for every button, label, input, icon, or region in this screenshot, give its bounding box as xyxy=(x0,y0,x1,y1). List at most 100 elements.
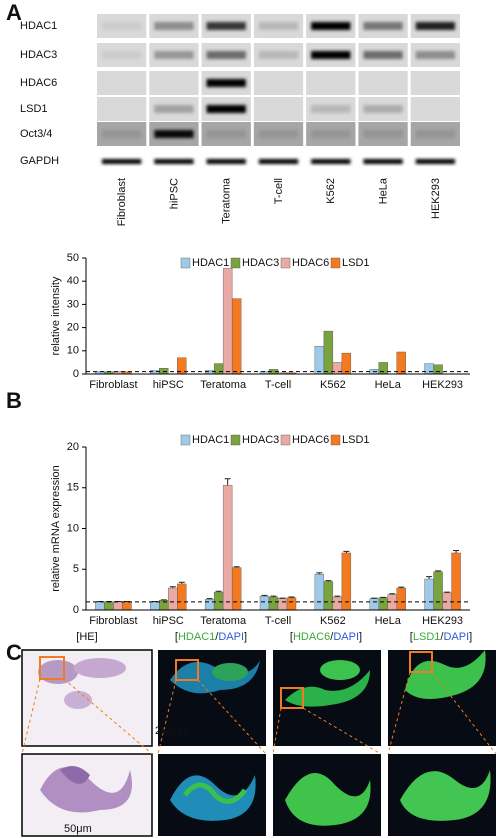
bar xyxy=(177,583,187,611)
blot-band xyxy=(415,51,455,59)
blot-row-label: GAPDH xyxy=(20,155,59,167)
title-part: / xyxy=(440,631,444,643)
bar xyxy=(396,587,406,611)
x-tick-label: T-cell xyxy=(265,615,291,627)
bar xyxy=(231,567,242,611)
legend-swatch xyxy=(230,434,241,446)
legend-swatch xyxy=(280,257,291,269)
error-bar xyxy=(398,586,405,588)
blot-band xyxy=(311,105,351,113)
blot-band xyxy=(206,130,246,138)
blot-lane-label: T-cell xyxy=(273,178,285,204)
y-tick-label: 0 xyxy=(73,604,79,616)
bar xyxy=(95,601,105,611)
blot-row-label: LSD1 xyxy=(20,103,48,115)
blot-band xyxy=(311,51,351,59)
y-tick-label: 5 xyxy=(73,563,79,575)
bar xyxy=(424,578,434,611)
bar xyxy=(268,596,279,611)
blot-band xyxy=(415,130,455,138)
blot-lane xyxy=(149,71,199,95)
bar xyxy=(222,268,233,375)
panel-label: B xyxy=(6,388,22,413)
blot-lane xyxy=(306,71,356,95)
bar xyxy=(168,587,178,611)
bar xyxy=(231,298,242,375)
blot-row-label: HDAC6 xyxy=(20,77,57,89)
fluor-image xyxy=(157,650,267,836)
blot-band xyxy=(363,159,403,164)
x-tick-label: HeLa xyxy=(375,379,402,391)
legend-label: HDAC3 xyxy=(242,257,279,269)
legend-label: LSD1 xyxy=(342,434,370,446)
error-bar xyxy=(444,591,451,593)
legend-label: LSD1 xyxy=(342,257,370,269)
image-title: [HDAC1/DAPI] xyxy=(175,631,247,643)
bar xyxy=(150,370,160,375)
bar xyxy=(277,598,288,611)
error-bar xyxy=(169,586,176,588)
y-tick-label: 10 xyxy=(67,345,79,357)
title-part: / xyxy=(330,631,334,643)
bar xyxy=(332,596,343,611)
y-tick-label: 20 xyxy=(67,322,79,334)
x-tick-label: K562 xyxy=(320,615,346,627)
title-part: ] xyxy=(469,631,472,643)
blot-band xyxy=(363,22,403,30)
legend-swatch xyxy=(280,434,291,446)
title-part: DAPI xyxy=(333,631,359,643)
blot-lane xyxy=(97,97,147,121)
error-bar xyxy=(343,550,350,553)
bar xyxy=(378,362,388,375)
error-bar xyxy=(215,590,222,593)
blot-lane xyxy=(358,71,408,95)
blot-band xyxy=(154,159,194,164)
blot-lane xyxy=(97,71,147,95)
title-part: ] xyxy=(244,631,247,643)
blot-lane xyxy=(410,97,460,121)
bar xyxy=(150,601,160,611)
blot-band xyxy=(311,159,351,164)
blot-row-label: Oct3/4 xyxy=(20,128,52,140)
title-part: LSD1 xyxy=(413,631,441,643)
title-part: / xyxy=(215,631,219,643)
error-bar xyxy=(233,566,240,568)
blot-lane-label: HEK293 xyxy=(430,178,442,219)
x-tick-label: Fibroblast xyxy=(89,379,137,391)
x-tick-label: HEK293 xyxy=(422,379,463,391)
legend-label: HDAC1 xyxy=(192,434,229,446)
bar xyxy=(204,370,215,375)
he-image xyxy=(21,649,153,837)
bar xyxy=(122,601,132,611)
image-title: [HDAC6/DAPI] xyxy=(290,631,362,643)
bar xyxy=(213,363,224,375)
error-bar xyxy=(270,595,277,597)
bar xyxy=(204,599,215,611)
blot-band xyxy=(206,51,246,59)
title-part: [ xyxy=(175,631,178,643)
x-tick-label: Teratoma xyxy=(200,379,247,391)
blot-lane-label: Teratoma xyxy=(221,177,233,224)
blot-band xyxy=(363,105,403,113)
error-bar xyxy=(261,594,268,597)
bar xyxy=(396,351,406,375)
blot-band xyxy=(154,130,194,138)
blot-band xyxy=(363,130,403,138)
x-tick-label: Fibroblast xyxy=(89,615,137,627)
legend-swatch xyxy=(230,257,241,269)
error-bar xyxy=(288,596,295,598)
blot-band xyxy=(363,51,403,59)
fluor-image xyxy=(272,650,382,836)
image-title: [HE] xyxy=(76,631,97,643)
blot-band xyxy=(206,159,246,164)
legend-label: HDAC3 xyxy=(242,434,279,446)
blot-band xyxy=(206,22,246,30)
error-bar xyxy=(206,598,213,600)
title-part: [ xyxy=(410,631,413,643)
blot-band xyxy=(258,22,299,30)
blot-row-label: HDAC1 xyxy=(20,20,57,32)
blot-lane-label: HeLa xyxy=(377,177,389,204)
y-axis-label: relative mRNA expression xyxy=(50,465,62,592)
axes xyxy=(85,447,470,611)
bar xyxy=(332,362,343,375)
